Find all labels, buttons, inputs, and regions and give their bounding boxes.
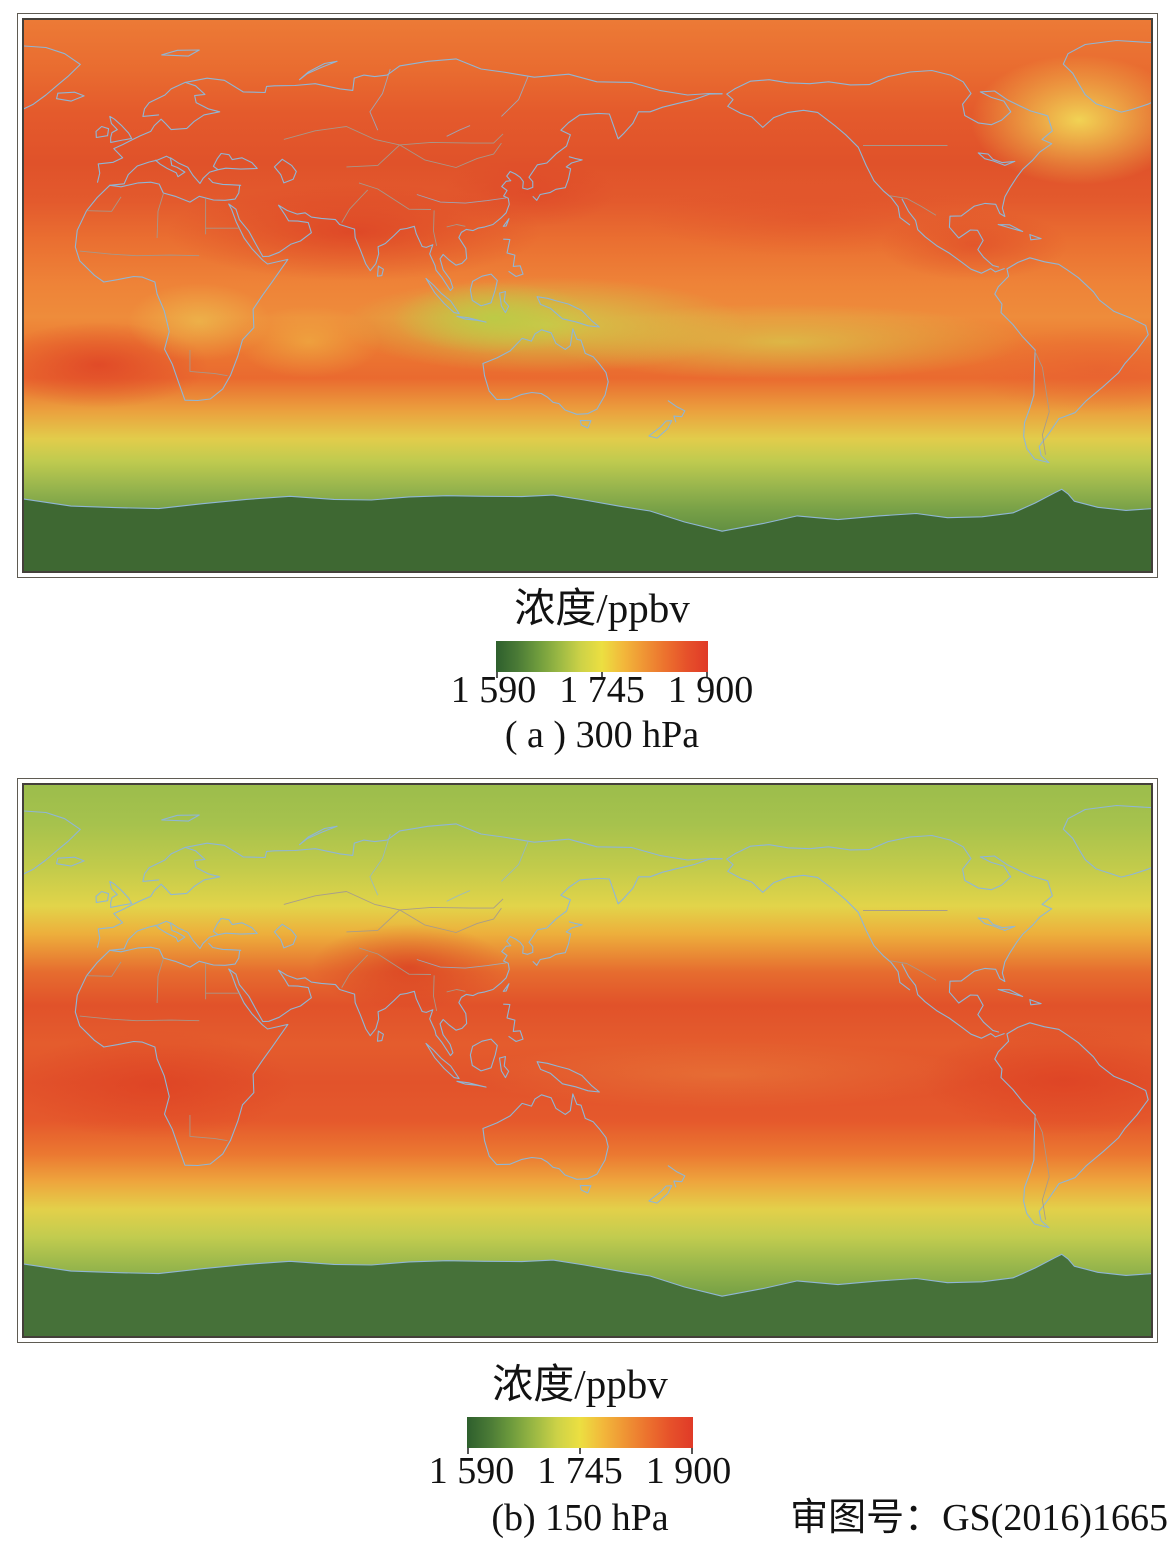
colorbar-b-labels: 1 590 1 745 1 900	[0, 1452, 1168, 1490]
colorbar-b-label-max: 1 900	[645, 1450, 732, 1492]
map-b-frame	[17, 778, 1158, 1343]
map-a-frame	[17, 13, 1158, 578]
colorbar-a-tick-max	[706, 672, 708, 678]
colorbar-a	[496, 641, 708, 678]
colorbar-b-tick-min	[467, 1448, 469, 1454]
caption-a: ( a ) 300 hPa	[504, 714, 700, 756]
colorbar-a-label-max: 1 900	[667, 669, 754, 711]
colorbar-a-label-min: 1 590	[450, 669, 537, 711]
colorbar-b-tick-max	[691, 1448, 693, 1454]
colorbar-b	[467, 1417, 693, 1454]
colorbar-b-tick-mid	[579, 1448, 581, 1454]
colorbar-a-title: 浓度/ppbv	[514, 585, 690, 631]
colorbar-b-label-mid: 1 745	[537, 1450, 623, 1492]
colorbar-a-tick-min	[496, 672, 498, 678]
colorbar-b-title: 浓度/ppbv	[492, 1361, 668, 1407]
map-b-heatmap	[24, 785, 1151, 1336]
map-b-inner-frame	[22, 783, 1153, 1338]
map-a-coastlines	[24, 39, 1151, 571]
map-a-heatmap	[24, 20, 1151, 571]
caption-b: (b) 150 hPa	[491, 1497, 669, 1539]
colorbar-a-labels: 1 590 1 745 1 900	[14, 671, 1176, 709]
colorbar-a-label-mid: 1 745	[559, 669, 645, 711]
colorbar-b-label-min: 1 590	[428, 1450, 515, 1492]
colorbar-a-tick-mid	[601, 672, 603, 678]
map-a-inner-frame	[22, 18, 1153, 573]
map-approval-number: 审图号：GS(2016)1665	[790, 1497, 1168, 1539]
map-b-coastlines	[24, 804, 1151, 1336]
